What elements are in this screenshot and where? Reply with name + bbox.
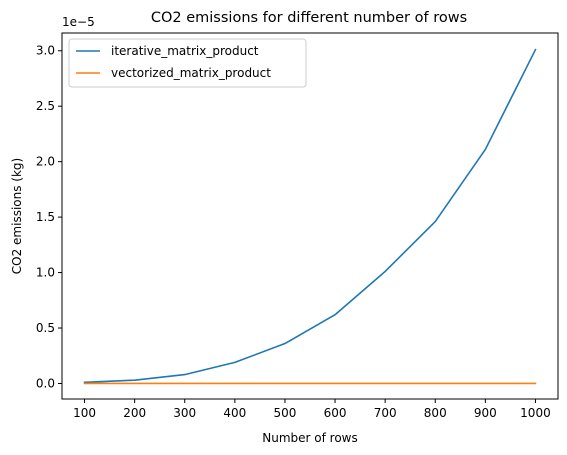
x-tick-label: 800 <box>424 406 447 420</box>
y-axis-label: CO2 emissions (kg) <box>10 158 24 274</box>
y-tick-label: 2.5 <box>36 99 55 113</box>
y-tick-label: 2.0 <box>36 155 55 169</box>
x-tick-label: 1000 <box>520 406 551 420</box>
y-ticks: 0.0 0.5 1.0 1.5 2.0 2.5 3.0 <box>36 44 62 390</box>
x-tick-label: 300 <box>173 406 196 420</box>
legend: iterative_matrix_product vectorized_matri… <box>68 38 307 88</box>
x-tick-label: 200 <box>123 406 146 420</box>
x-tick-label: 100 <box>73 406 96 420</box>
x-tick-label: 400 <box>223 406 246 420</box>
x-tick-label: 700 <box>374 406 397 420</box>
y-axis-offset-label: 1e−5 <box>62 15 95 29</box>
plot-frame <box>61 32 559 400</box>
series-line-iterative-matrix-product <box>83 48 537 384</box>
legend-items: iterative_matrix_product vectorized_matri… <box>76 44 271 80</box>
y-tick-label: 1.5 <box>36 210 55 224</box>
x-tick-label: 500 <box>273 406 296 420</box>
x-tick-label: 900 <box>474 406 497 420</box>
series-layer <box>83 48 537 385</box>
legend-label: vectorized_matrix_product <box>111 66 271 80</box>
x-ticks: 100 200 300 400 500 600 700 800 900 1000 <box>73 399 551 420</box>
x-axis-label: Number of rows <box>262 431 357 445</box>
y-tick-label: 3.0 <box>36 44 55 58</box>
y-tick-label: 1.0 <box>36 266 55 280</box>
chart-title: CO2 emissions for different number of ro… <box>151 10 467 26</box>
y-tick-label: 0.0 <box>36 376 55 390</box>
x-tick-label: 600 <box>324 406 347 420</box>
legend-box <box>68 38 307 88</box>
legend-label: iterative_matrix_product <box>111 44 259 58</box>
y-tick-label: 0.5 <box>36 321 55 335</box>
